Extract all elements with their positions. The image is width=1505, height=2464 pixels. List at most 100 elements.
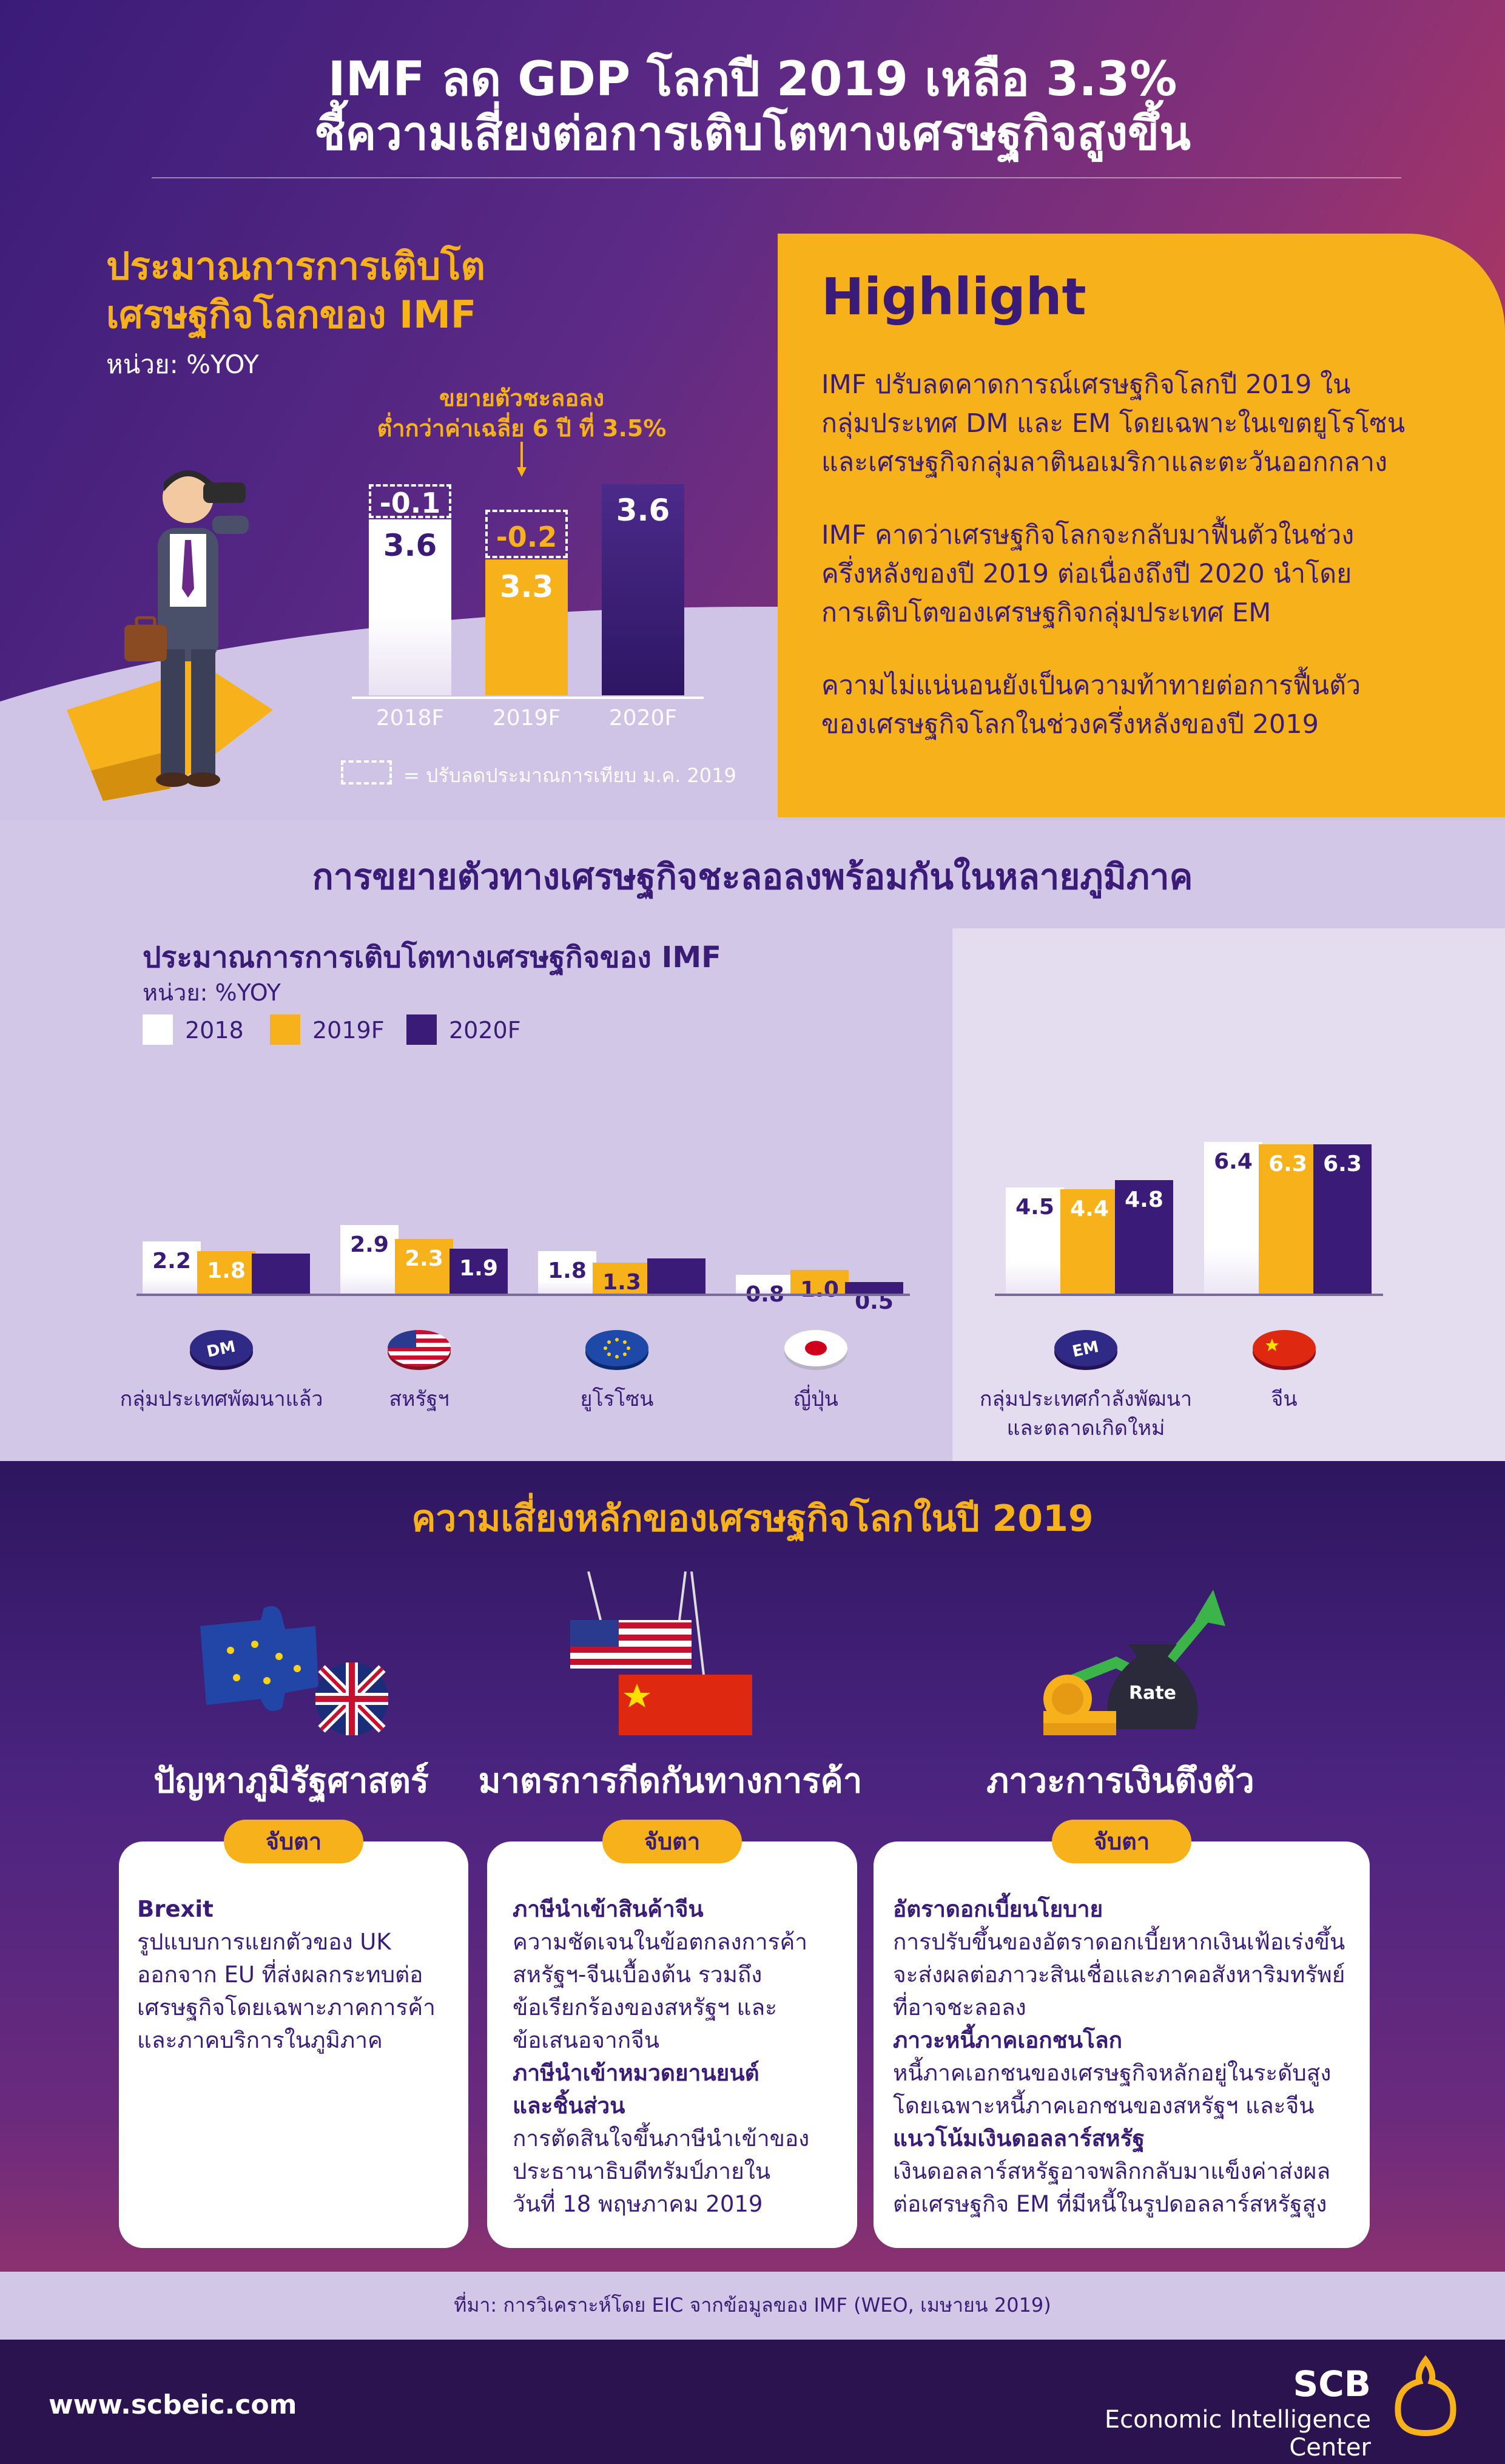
bar-2018-group-5: [1204, 1142, 1262, 1294]
eu-flag-icon: [585, 1330, 648, 1370]
us-flag-icon: [388, 1330, 451, 1370]
bar-2020-group-1: [449, 1248, 508, 1294]
bar-value-2019-group-2: 1.3: [602, 1270, 641, 1295]
bar-2019-group-0: [197, 1251, 255, 1294]
bar-value-2020-group-4: 4.8: [1125, 1187, 1163, 1212]
region-label-em-line2: และตลาดเกิดใหม่: [1006, 1416, 1165, 1440]
scb-logo-icon: [1395, 2355, 1456, 2437]
risk-card-1-line: ภาษีนำเข้าสินค้าจีน: [513, 1896, 704, 1922]
legend-label-2020: 2020F: [449, 1017, 521, 1044]
trade-containers-icon: [570, 1571, 752, 1735]
rate-money-bag-icon: Rate: [1043, 1590, 1225, 1735]
bar-2018-revision-label: -0.1: [379, 487, 441, 519]
bar-value-2019-group-1: 2.3: [405, 1246, 443, 1272]
bar-value-2020-group-1: 1.9: [459, 1255, 498, 1281]
region-label-china: จีน: [1271, 1387, 1298, 1411]
risk-card-0-line: เศรษฐกิจโดยเฉพาะภาคการค้า: [137, 1994, 436, 2020]
region-label-dm: กลุ่มประเทศพัฒนาแล้ว: [120, 1387, 323, 1411]
risk-card-2-line: ต่อเศรษฐกิจ EM ที่มีหนี้ในรูปดอลลาร์สหรั…: [893, 2191, 1327, 2217]
highlight-p2-line3: การเติบโตของเศรษฐกิจกลุ่มประเทศ EM: [821, 598, 1271, 628]
legend-swatch-2018: [143, 1014, 173, 1045]
bar-2019-value: 3.3: [499, 569, 554, 604]
risk-card-2-line: แนวโน้มเงินดอลลาร์สหรัฐ: [893, 2125, 1145, 2152]
highlight-p3-line2: ของเศรษฐกิจโลกในช่วงครึ่งหลังของปี 2019: [821, 709, 1319, 740]
source-note: ที่มา: การวิเคราะห์โดย EIC จากข้อมูลของ …: [454, 2294, 1051, 2317]
regional-title: การขยายตัวทางเศรษฐกิจชะลอลงพร้อมกันในหลา…: [312, 856, 1193, 897]
risk-card-1-line: และชิ้นส่วน: [513, 2093, 625, 2119]
risk-card-1-line: การตัดสินใจขึ้นภาษีนำเข้าของ: [513, 2125, 810, 2152]
dm-badge-icon: DM: [190, 1330, 253, 1370]
website-link[interactable]: www.scbeic.com: [49, 2389, 297, 2420]
page-title-line2: ชี้ความเสี่ยงต่อการเติบโตทางเศรษฐกิจสูงข…: [314, 106, 1191, 160]
bar-2018-group-0: [143, 1241, 201, 1294]
highlight-p2-line1: IMF คาดว่าเศรษฐกิจโลกจะกลับมาฟื้นตัวในช่…: [821, 520, 1355, 550]
revision-legend-text: = ปรับลดประมาณการเทียบ ม.ค. 2019: [403, 764, 736, 787]
bar-2018-group-2: [538, 1251, 596, 1294]
risk-title-geopolitics: ปัญหาภูมิรัฐศาสตร์: [153, 1761, 429, 1801]
risk-card-1-line: ความชัดเจนในข้อตกลงการค้า: [513, 1929, 808, 1955]
year-label-2018: 2018F: [375, 706, 445, 731]
risk-card-0-line: รูปแบบการแยกตัวของ UK: [137, 1929, 391, 1955]
risk-card-2-line: อัตราดอกเบี้ยนโยบาย: [893, 1896, 1103, 1922]
risk-card-geopolitics: [119, 1841, 468, 2248]
highlight-p2-line2: ครึ่งหลังของปี 2019 ต่อเนื่องถึงปี 2020 …: [821, 559, 1352, 589]
risk-card-1-line: ประธานาธิบดีทรัมป์ภายใน: [513, 2158, 771, 2184]
bar-2019: [485, 559, 568, 695]
bar-value-2019-group-0: 1.8: [207, 1258, 246, 1283]
bar-value-2019-group-5: 6.3: [1268, 1152, 1307, 1177]
watch-badge-2: จับตา: [602, 1820, 742, 1863]
watch-badge-1: จับตา: [224, 1820, 363, 1863]
region-label-euro: ยูโรโซน: [580, 1387, 654, 1411]
bar-2019-group-3: [790, 1270, 849, 1294]
regional-axis-right: [995, 1294, 1383, 1296]
bar-value-2020-group-0: 1.7: [261, 1260, 300, 1286]
risk-card-financial: [874, 1841, 1370, 2248]
risk-card-1-line: สหรัฐฯ-จีนเบื้องต้น รวมถึง: [513, 1962, 763, 1988]
risk-title-trade: มาตรการกีดกันทางการค้า: [478, 1761, 863, 1801]
slowdown-note-line1: ขยายตัวชะลอลง: [439, 385, 604, 411]
risk-card-trade: [487, 1841, 857, 2248]
bar-2020-group-3: [845, 1281, 903, 1294]
bar-2020-group-2: [647, 1258, 705, 1294]
regional-subtitle: ประมาณการการเติบโตทางเศรษฐกิจของ IMF: [143, 940, 721, 974]
source-bar: [0, 2272, 1505, 2340]
japan-flag-icon: [784, 1330, 847, 1370]
bar-2020: [602, 484, 684, 695]
year-label-2020: 2020F: [608, 706, 678, 731]
bar-2018-revision: [369, 484, 451, 518]
rate-label: Rate: [1129, 1683, 1176, 1704]
highlight-card: [778, 234, 1505, 817]
eu-uk-puzzle-icon: [200, 1606, 388, 1735]
brand-subtitle: Economic Intelligence Center: [1104, 2406, 1371, 2462]
risk-card-2-line: จะส่งผลต่อภาวะสินเชื่อและภาคอสังหาริมทรั…: [893, 1962, 1345, 1988]
regional-axis-left: [136, 1294, 910, 1296]
highlight-p1-line1: IMF ปรับลดคาดการณ์เศรษฐกิจโลกปี 2019 ใน: [821, 370, 1351, 400]
regional-unit: หน่วย: %YOY: [143, 979, 281, 1006]
bar-value-2018-group-1: 2.9: [350, 1232, 389, 1257]
slowdown-note-line2: ต่ำกว่าค่าเฉลี่ย 6 ปี ที่ 3.5%: [377, 415, 667, 442]
footer: [0, 2340, 1505, 2464]
legend-label-2018: 2018: [185, 1017, 244, 1044]
revision-legend-swatch: [341, 760, 392, 785]
bar-2019-revision-label: -0.2: [496, 521, 557, 553]
growth-title-line1: ประมาณการการเติบโต: [106, 244, 485, 288]
bar-2018-group-3: [736, 1274, 794, 1294]
year-label-2019: 2019F: [492, 706, 561, 731]
risks-title: ความเสี่ยงหลักของเศรษฐกิจโลกในปี 2019: [411, 1497, 1094, 1540]
bar-2018-group-1: [340, 1224, 399, 1294]
region-label-us: สหรัฐฯ: [389, 1387, 449, 1411]
bar-2019-group-5: [1259, 1144, 1317, 1294]
risk-card-1-line: วันที่ 18 พฤษภาคม 2019: [513, 2191, 763, 2217]
bar-value-2020-group-5: 6.3: [1323, 1152, 1362, 1177]
bar-value-2019-group-4: 4.4: [1070, 1197, 1109, 1222]
region-label-japan: ญี่ปุ่น: [793, 1387, 838, 1411]
growth-unit: หน่วย: %YOY: [106, 349, 259, 379]
highlight-p1-line3: และเศรษฐกิจกลุ่มลาตินอเมริกาและตะวันออกก…: [821, 447, 1388, 478]
bar-value-2018-group-2: 1.8: [548, 1258, 587, 1283]
china-flag-icon: [1253, 1330, 1316, 1370]
bar-2019-group-4: [1060, 1189, 1119, 1294]
bar-2019-group-1: [395, 1239, 453, 1294]
risk-card-2-line: หนี้ภาคเอกชนของเศรษฐกิจหลักอยู่ในระดับสู…: [893, 2060, 1332, 2086]
risk-card-1-line: ภาษีนำเข้าหมวดยานยนต์: [513, 2060, 759, 2086]
risk-card-0-line: และภาคบริการในภูมิภาค: [137, 2027, 383, 2053]
